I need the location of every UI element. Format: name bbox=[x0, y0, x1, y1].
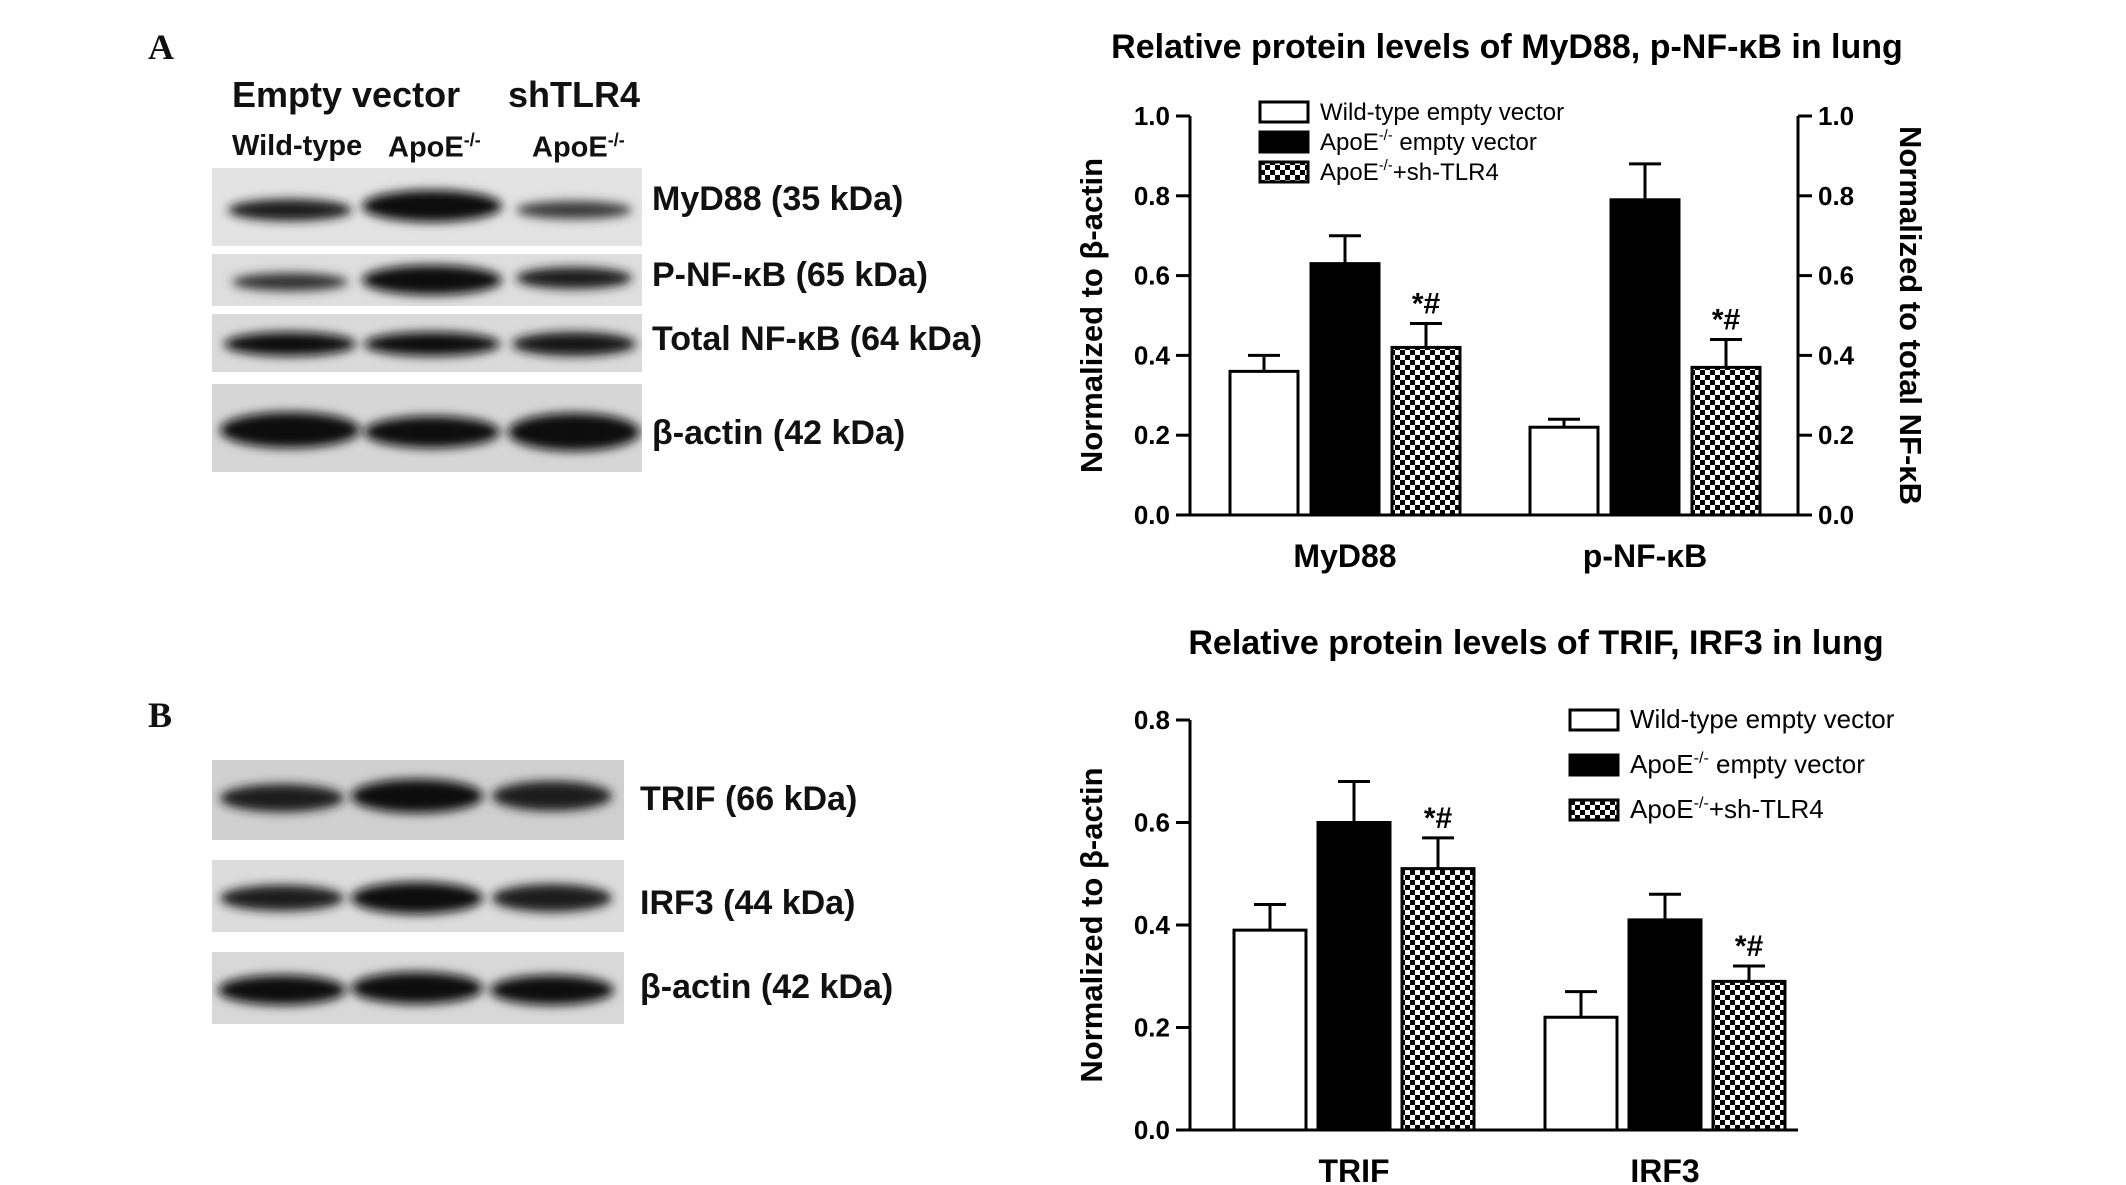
blot-bands-beta-actin-b bbox=[218, 972, 614, 1005]
panel-letter-a: A bbox=[148, 27, 174, 67]
x-category-label: TRIF bbox=[1318, 1153, 1389, 1185]
lane-label-wild-type: Wild-type bbox=[232, 130, 362, 163]
bar-chart-trif-irf3: Relative protein levels of TRIF, IRF3 in… bbox=[1074, 624, 1895, 1185]
lane-label-text: ApoE bbox=[532, 131, 608, 164]
x-category-label: MyD88 bbox=[1293, 538, 1396, 574]
x-category-label: IRF3 bbox=[1630, 1153, 1699, 1185]
legend-label: ApoE-/- empty vector bbox=[1630, 749, 1865, 779]
y2-tick-label: 0.0 bbox=[1818, 500, 1854, 530]
chart-title: Relative protein levels of TRIF, IRF3 in… bbox=[1188, 624, 1883, 662]
y-tick-label: 0.4 bbox=[1134, 340, 1171, 370]
panel-letter-b: B bbox=[148, 695, 173, 735]
y-axis-label: Normalized to β-actin bbox=[1074, 158, 1109, 473]
y-tick-label: 0.8 bbox=[1134, 705, 1170, 735]
blot-bands-p-nfkb bbox=[232, 265, 632, 295]
y-tick-label: 0.2 bbox=[1134, 420, 1170, 450]
band-label-beta-actin-a: β-actin (42 kDa) bbox=[652, 414, 906, 452]
lane-label-text: Wild-type bbox=[232, 130, 363, 162]
lane-label-text: ApoE bbox=[388, 131, 464, 164]
significance-annotation: *# bbox=[1712, 303, 1741, 336]
y-tick-label: 0.2 bbox=[1134, 1013, 1170, 1043]
y-axis-label: Normalized to β-actin bbox=[1074, 767, 1109, 1082]
significance-annotation: *# bbox=[1412, 287, 1441, 320]
legend-label: Wild-type empty vector bbox=[1630, 704, 1895, 734]
significance-annotation: *# bbox=[1424, 802, 1453, 835]
bar-chart-myd88-pnfkb: Relative protein levels of MyD88, p-NF-κ… bbox=[1074, 28, 1928, 574]
bar bbox=[1543, 1015, 1619, 1132]
lane-label-sup: -/- bbox=[607, 130, 625, 150]
legend-swatch bbox=[1258, 130, 1310, 154]
band-label-myd88: MyD88 (35 kDa) bbox=[652, 180, 904, 218]
y2-tick-label: 0.4 bbox=[1818, 340, 1855, 370]
chart-title: Relative protein levels of MyD88, p-NF-κ… bbox=[1111, 28, 1903, 66]
legend-swatch bbox=[1258, 100, 1310, 124]
y-tick-label: 0.8 bbox=[1134, 181, 1170, 211]
blot-header-empty-vector: Empty vector bbox=[232, 74, 461, 115]
lane-label-apoe-2: ApoE-/- bbox=[532, 130, 625, 165]
y-tick-label: 0.0 bbox=[1134, 1115, 1170, 1145]
band-label-total-nfkb: Total NF-κB (64 kDa) bbox=[652, 320, 983, 358]
y2-axis-label: Normalized to total NF-κB bbox=[1893, 126, 1928, 505]
significance-annotation: *# bbox=[1735, 930, 1764, 963]
band-label-beta-actin-b: β-actin (42 kDa) bbox=[640, 968, 894, 1006]
legend-label: ApoE-/- empty vector bbox=[1320, 128, 1537, 156]
legend-label: ApoE-/-+sh-TLR4 bbox=[1320, 158, 1499, 186]
blot-image-b bbox=[212, 760, 624, 1024]
y-tick-label: 1.0 bbox=[1134, 101, 1170, 131]
band-label-trif: TRIF (66 kDa) bbox=[640, 780, 858, 818]
x-category-label: p-NF-κB bbox=[1583, 538, 1707, 574]
legend-swatch bbox=[1568, 753, 1620, 777]
bar bbox=[1232, 928, 1308, 1132]
bar bbox=[1528, 425, 1600, 517]
legend-label: Wild-type empty vector bbox=[1320, 99, 1564, 126]
legend-label: ApoE-/-+sh-TLR4 bbox=[1630, 794, 1824, 824]
bar bbox=[1316, 821, 1392, 1132]
band-label-p-nfkb: P-NF-κB (65 kDa) bbox=[652, 256, 928, 294]
blot-bands-trif bbox=[220, 779, 612, 813]
y2-tick-label: 1.0 bbox=[1818, 101, 1854, 131]
bar bbox=[1690, 365, 1762, 517]
y-tick-label: 0.0 bbox=[1134, 500, 1170, 530]
y-tick-label: 0.6 bbox=[1134, 808, 1170, 838]
bar bbox=[1609, 198, 1681, 517]
blot-bands-beta-actin-a bbox=[220, 412, 640, 451]
legend-swatch bbox=[1568, 708, 1620, 732]
bar bbox=[1390, 345, 1462, 517]
bar bbox=[1627, 918, 1703, 1132]
bar bbox=[1228, 369, 1300, 517]
lane-label-sup: -/- bbox=[463, 130, 481, 150]
y2-tick-label: 0.8 bbox=[1818, 181, 1854, 211]
y-tick-label: 0.6 bbox=[1134, 261, 1170, 291]
lane-label-apoe-1: ApoE-/- bbox=[388, 130, 481, 165]
blot-bands-myd88 bbox=[228, 190, 632, 222]
y2-tick-label: 0.2 bbox=[1818, 420, 1854, 450]
band-label-irf3: IRF3 (44 kDa) bbox=[640, 884, 856, 922]
blot-bands-total-nfkb bbox=[224, 332, 636, 356]
bar bbox=[1400, 867, 1476, 1132]
blot-bands-irf3 bbox=[220, 882, 612, 914]
legend-swatch bbox=[1568, 798, 1620, 822]
bar bbox=[1711, 979, 1787, 1132]
y-tick-label: 0.4 bbox=[1134, 910, 1171, 940]
blot-header-shtlr4: shTLR4 bbox=[508, 74, 641, 115]
legend-swatch bbox=[1258, 160, 1310, 184]
blot-image-a bbox=[212, 168, 642, 472]
bar bbox=[1309, 262, 1381, 517]
y2-tick-label: 0.6 bbox=[1818, 261, 1854, 291]
